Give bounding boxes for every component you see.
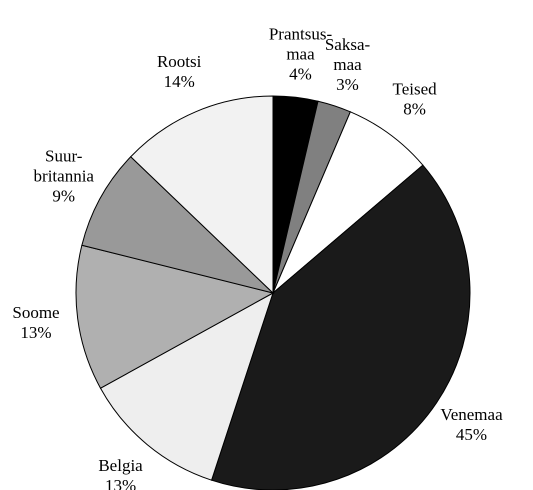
category-label: Belgia — [98, 456, 143, 475]
category-label: Venemaa — [440, 405, 503, 424]
pie-slice — [81, 156, 275, 294]
category-label: Rootsi — [157, 52, 202, 71]
category-label: Teised — [393, 79, 438, 98]
value-label: 9% — [52, 186, 75, 205]
value-label: 13% — [105, 476, 136, 490]
value-label: 13% — [20, 323, 51, 342]
value-label: 45% — [456, 425, 487, 444]
pie-slice — [99, 291, 274, 481]
value-label: 3% — [336, 75, 359, 94]
category-label: Suur-britannia — [34, 146, 95, 185]
value-label: 4% — [289, 64, 312, 83]
category-label: Saksa-maa — [325, 35, 371, 74]
category-label: Prantsus-maa — [269, 24, 333, 63]
value-label: 8% — [403, 99, 426, 118]
category-label: Soome — [12, 303, 59, 322]
value-label: 14% — [164, 72, 195, 91]
pie-slice — [130, 95, 274, 295]
